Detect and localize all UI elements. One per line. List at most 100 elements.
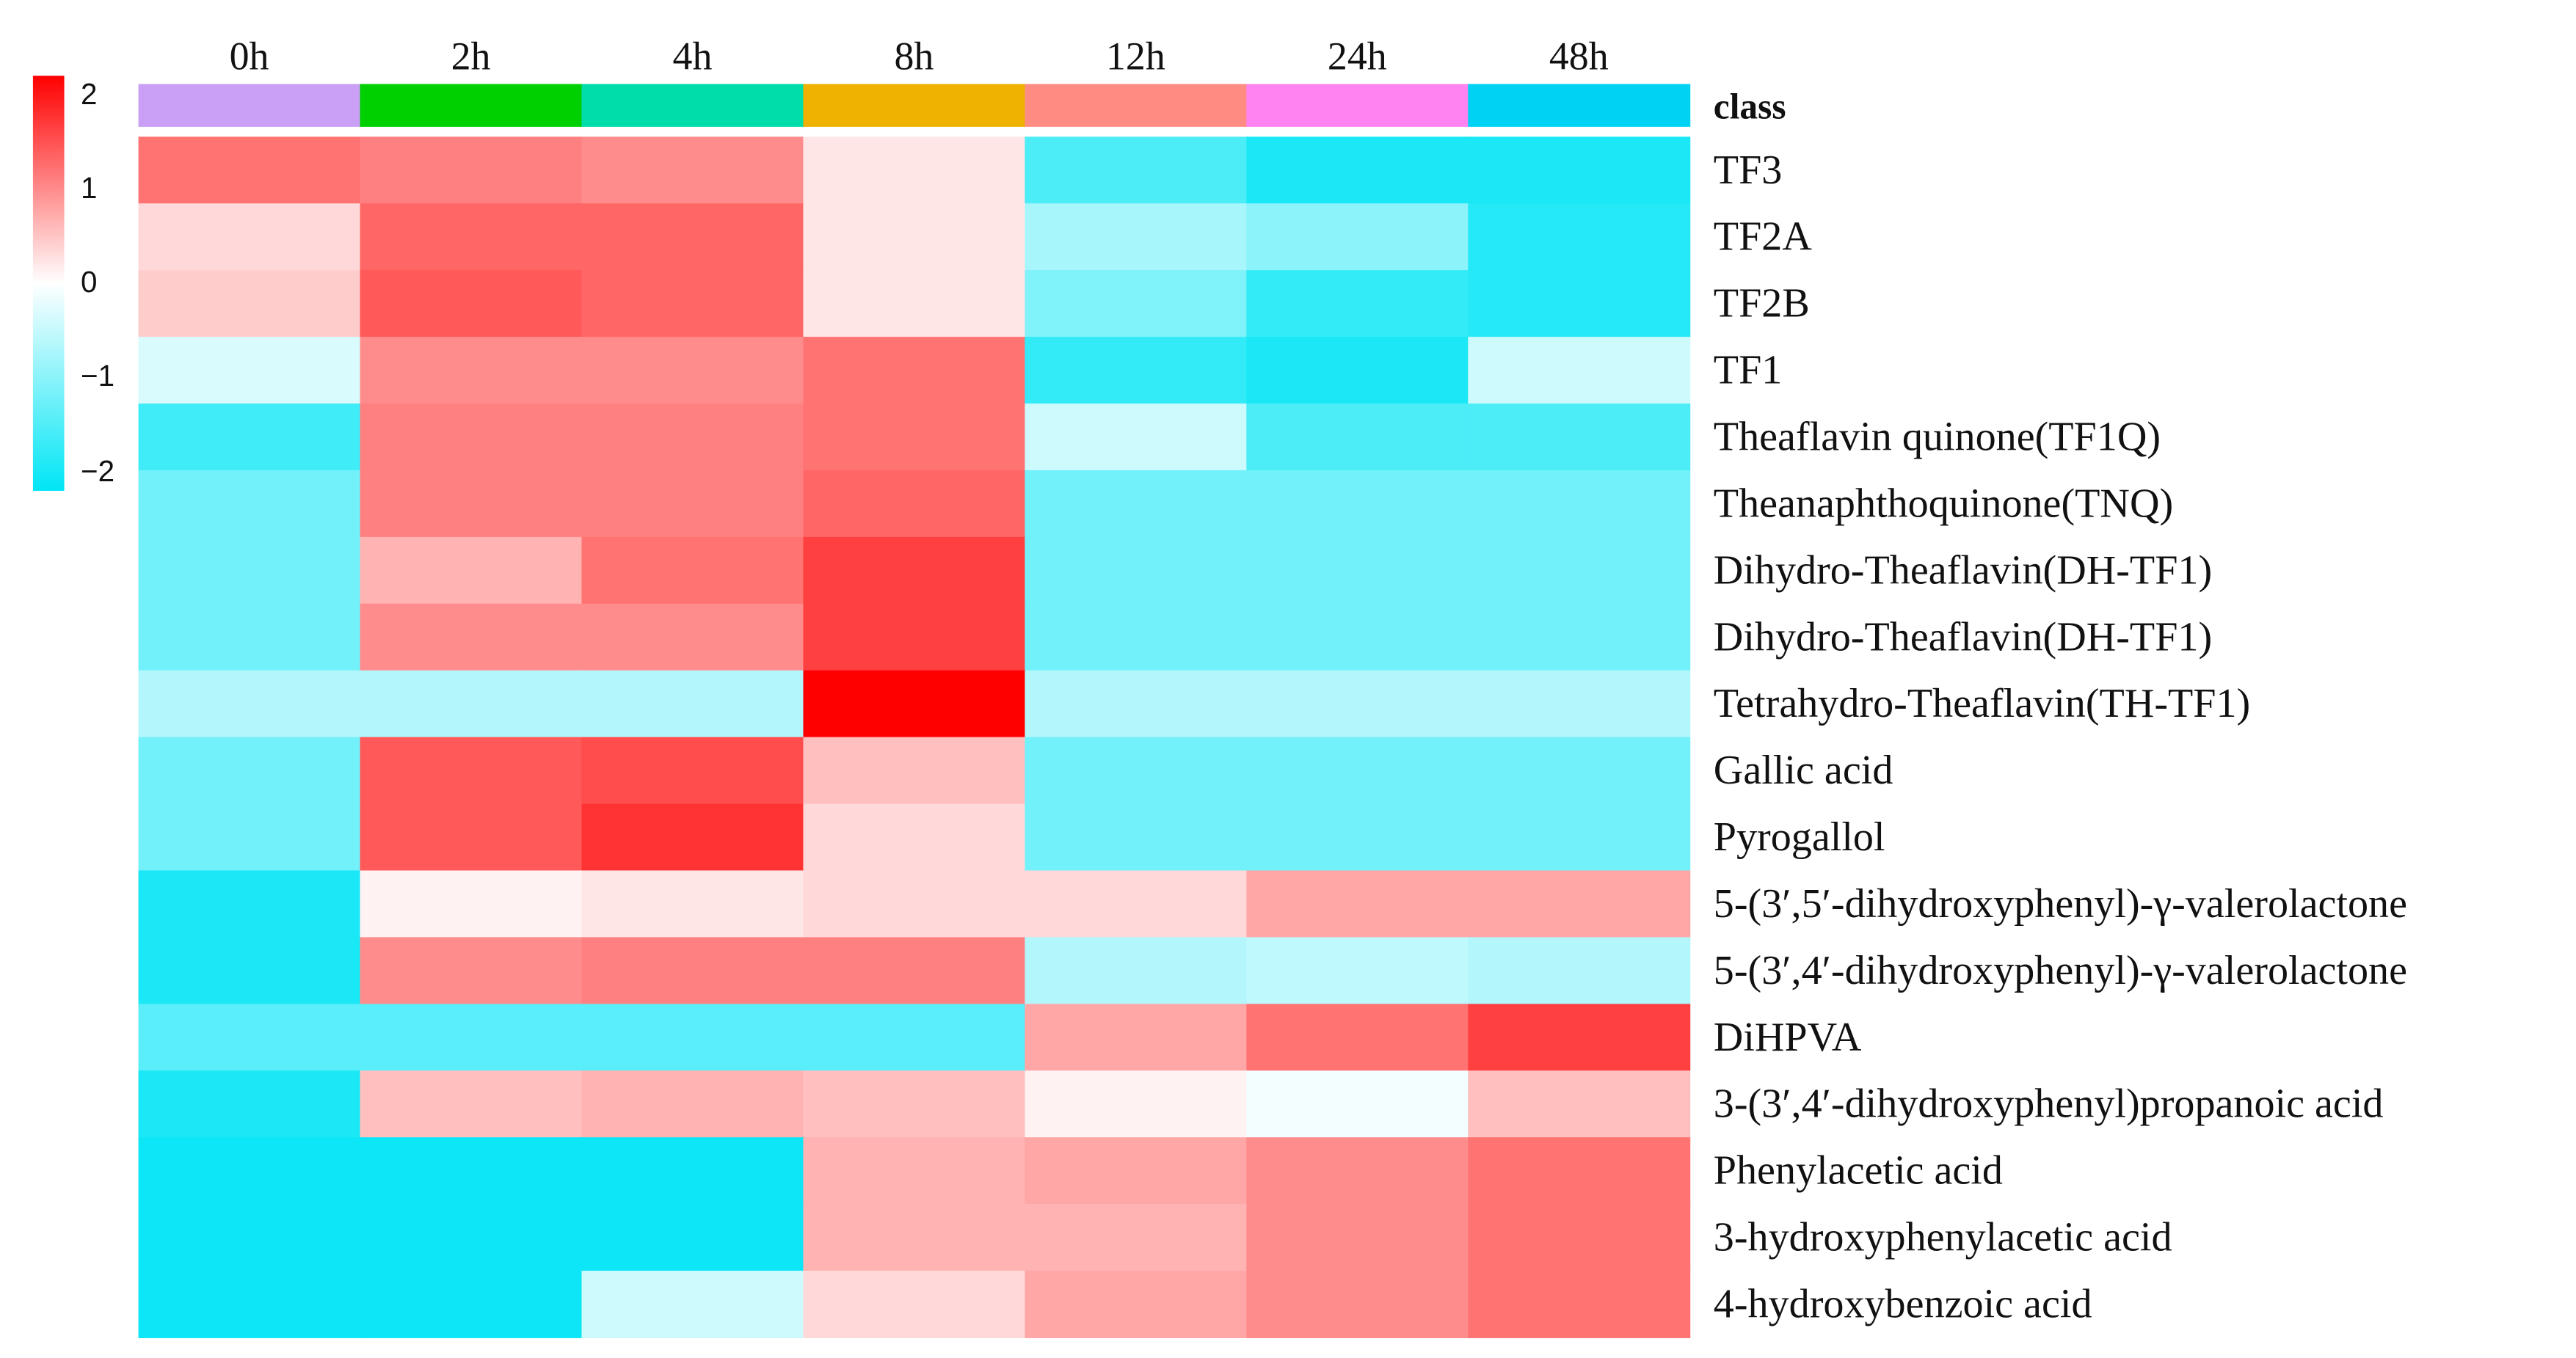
heatmap-cell: [138, 1271, 361, 1338]
color-scale-tick-label: 2: [81, 77, 97, 111]
class-color-segment: [138, 84, 361, 127]
heatmap-cell: [581, 470, 804, 538]
heatmap-cell: [1246, 203, 1469, 271]
column-labels: 0h 2h 4h 8h 12h 24h 48h: [230, 34, 1609, 78]
heatmap-cell: [1246, 337, 1469, 405]
row-label: Pyrogallol: [1714, 814, 1885, 860]
heatmap-cell: [803, 270, 1026, 338]
heatmap-cell: [360, 136, 583, 205]
class-color-segment: [360, 84, 583, 127]
color-scale-legend: 2 1 0 −1 −2: [32, 76, 114, 492]
heatmap-cell: [138, 1204, 361, 1272]
heatmap-cell: [138, 1137, 361, 1205]
heatmap-cell: [1025, 1137, 1248, 1205]
heatmap-cell: [360, 337, 583, 405]
heatmap-cell: [581, 337, 804, 405]
heatmap-cell: [360, 603, 583, 671]
heatmap-cell: [1025, 1204, 1248, 1272]
heatmap-cell: [360, 1070, 583, 1139]
row-label: Dihydro-Theaflavin(DH-TF1): [1714, 614, 2212, 660]
heatmap-cell: [1246, 1137, 1469, 1205]
class-color-segment: [581, 84, 804, 127]
heatmap-cell: [1468, 1004, 1691, 1072]
heatmap-cell: [1246, 270, 1469, 338]
heatmap-cell: [1246, 1070, 1469, 1139]
row-label: Gallic acid: [1714, 748, 1893, 793]
heatmap-cell: [1246, 1271, 1469, 1338]
row-label: TF2A: [1714, 214, 1813, 260]
column-label: 12h: [1106, 34, 1165, 78]
heatmap-cell: [1025, 1070, 1248, 1139]
heatmap-cell: [1025, 1271, 1248, 1338]
heatmap-cell: [138, 870, 361, 938]
heatmap-cell: [1246, 470, 1469, 538]
heatmap-cell: [360, 203, 583, 271]
heatmap-cell: [803, 937, 1026, 1005]
heatmap-cell: [803, 603, 1026, 671]
heatmap-cell: [803, 203, 1026, 271]
heatmap-cell: [581, 737, 804, 805]
heatmap-cell: [1246, 670, 1469, 738]
heatmap-cell: [360, 937, 583, 1005]
heatmap-cell: [1246, 870, 1469, 938]
heatmap-cell: [581, 1271, 804, 1338]
heatmap-cells: [138, 136, 1691, 1338]
heatmap-cell: [360, 870, 583, 938]
heatmap-cell: [581, 1137, 804, 1205]
color-scale-tick-label: −2: [81, 454, 114, 488]
heatmap-cell: [803, 1070, 1026, 1139]
heatmap-cell: [581, 803, 804, 872]
column-label: 0h: [230, 34, 269, 78]
heatmap-cell: [1025, 670, 1248, 738]
heatmap-cell: [803, 470, 1026, 538]
heatmap-cell: [803, 870, 1026, 938]
heatmap-cell: [138, 470, 361, 538]
heatmap-cell: [1468, 1271, 1691, 1338]
heatmap-cell: [1468, 803, 1691, 872]
heatmap-cell: [581, 536, 804, 605]
heatmap-cell: [360, 1204, 583, 1272]
heatmap-cell: [138, 270, 361, 338]
class-label: class: [1714, 87, 1786, 127]
heatmap-cell: [803, 1204, 1026, 1272]
heatmap-cell: [1468, 1070, 1691, 1139]
heatmap-cell: [1025, 337, 1248, 405]
heatmap-cell: [1246, 1204, 1469, 1272]
heatmap-cell: [360, 1137, 583, 1205]
heatmap-cell: [581, 670, 804, 738]
heatmap-cell: [581, 136, 804, 205]
heatmap-cell: [1246, 536, 1469, 605]
heatmap-cell: [1025, 404, 1248, 471]
heatmap-cell: [1025, 536, 1248, 605]
row-label: TF1: [1714, 348, 1783, 393]
heatmap-cell: [1246, 404, 1469, 471]
row-label: TF3: [1714, 147, 1783, 193]
heatmap-cell: [1246, 737, 1469, 805]
row-labels: TF3 TF2A TF2B TF1 Theaflavin quinone(TF1Q) Th…: [1714, 147, 2407, 1327]
heatmap-cell: [138, 404, 361, 471]
heatmap-cell: [1468, 937, 1691, 1005]
heatmap-cell: [1468, 470, 1691, 538]
color-scale-tick-label: −1: [81, 359, 114, 393]
heatmap-cell: [581, 203, 804, 271]
heatmap-cell: [1025, 803, 1248, 872]
heatmap-cell: [581, 1004, 804, 1072]
row-label: 5-(3′,4′-dihydroxyphenyl)-γ-valerolacton…: [1714, 948, 2407, 993]
heatmap-cell: [1025, 1004, 1248, 1072]
heatmap-cell: [581, 1204, 804, 1272]
heatmap-cell: [360, 536, 583, 605]
heatmap-cell: [803, 1004, 1026, 1072]
heatmap-cell: [581, 270, 804, 338]
heatmap-cell: [138, 203, 361, 271]
heatmap-cell: [138, 603, 361, 671]
class-color-segment: [803, 84, 1026, 127]
row-label: DiHPVA: [1714, 1015, 1862, 1060]
heatmap-cell: [1025, 937, 1248, 1005]
heatmap-cell: [1468, 1137, 1691, 1205]
heatmap-cell: [138, 1004, 361, 1072]
heatmap-cell: [360, 404, 583, 471]
column-label: 2h: [451, 34, 491, 78]
heatmap-cell: [581, 1070, 804, 1139]
column-label: 48h: [1549, 34, 1609, 78]
heatmap-cell: [360, 270, 583, 338]
